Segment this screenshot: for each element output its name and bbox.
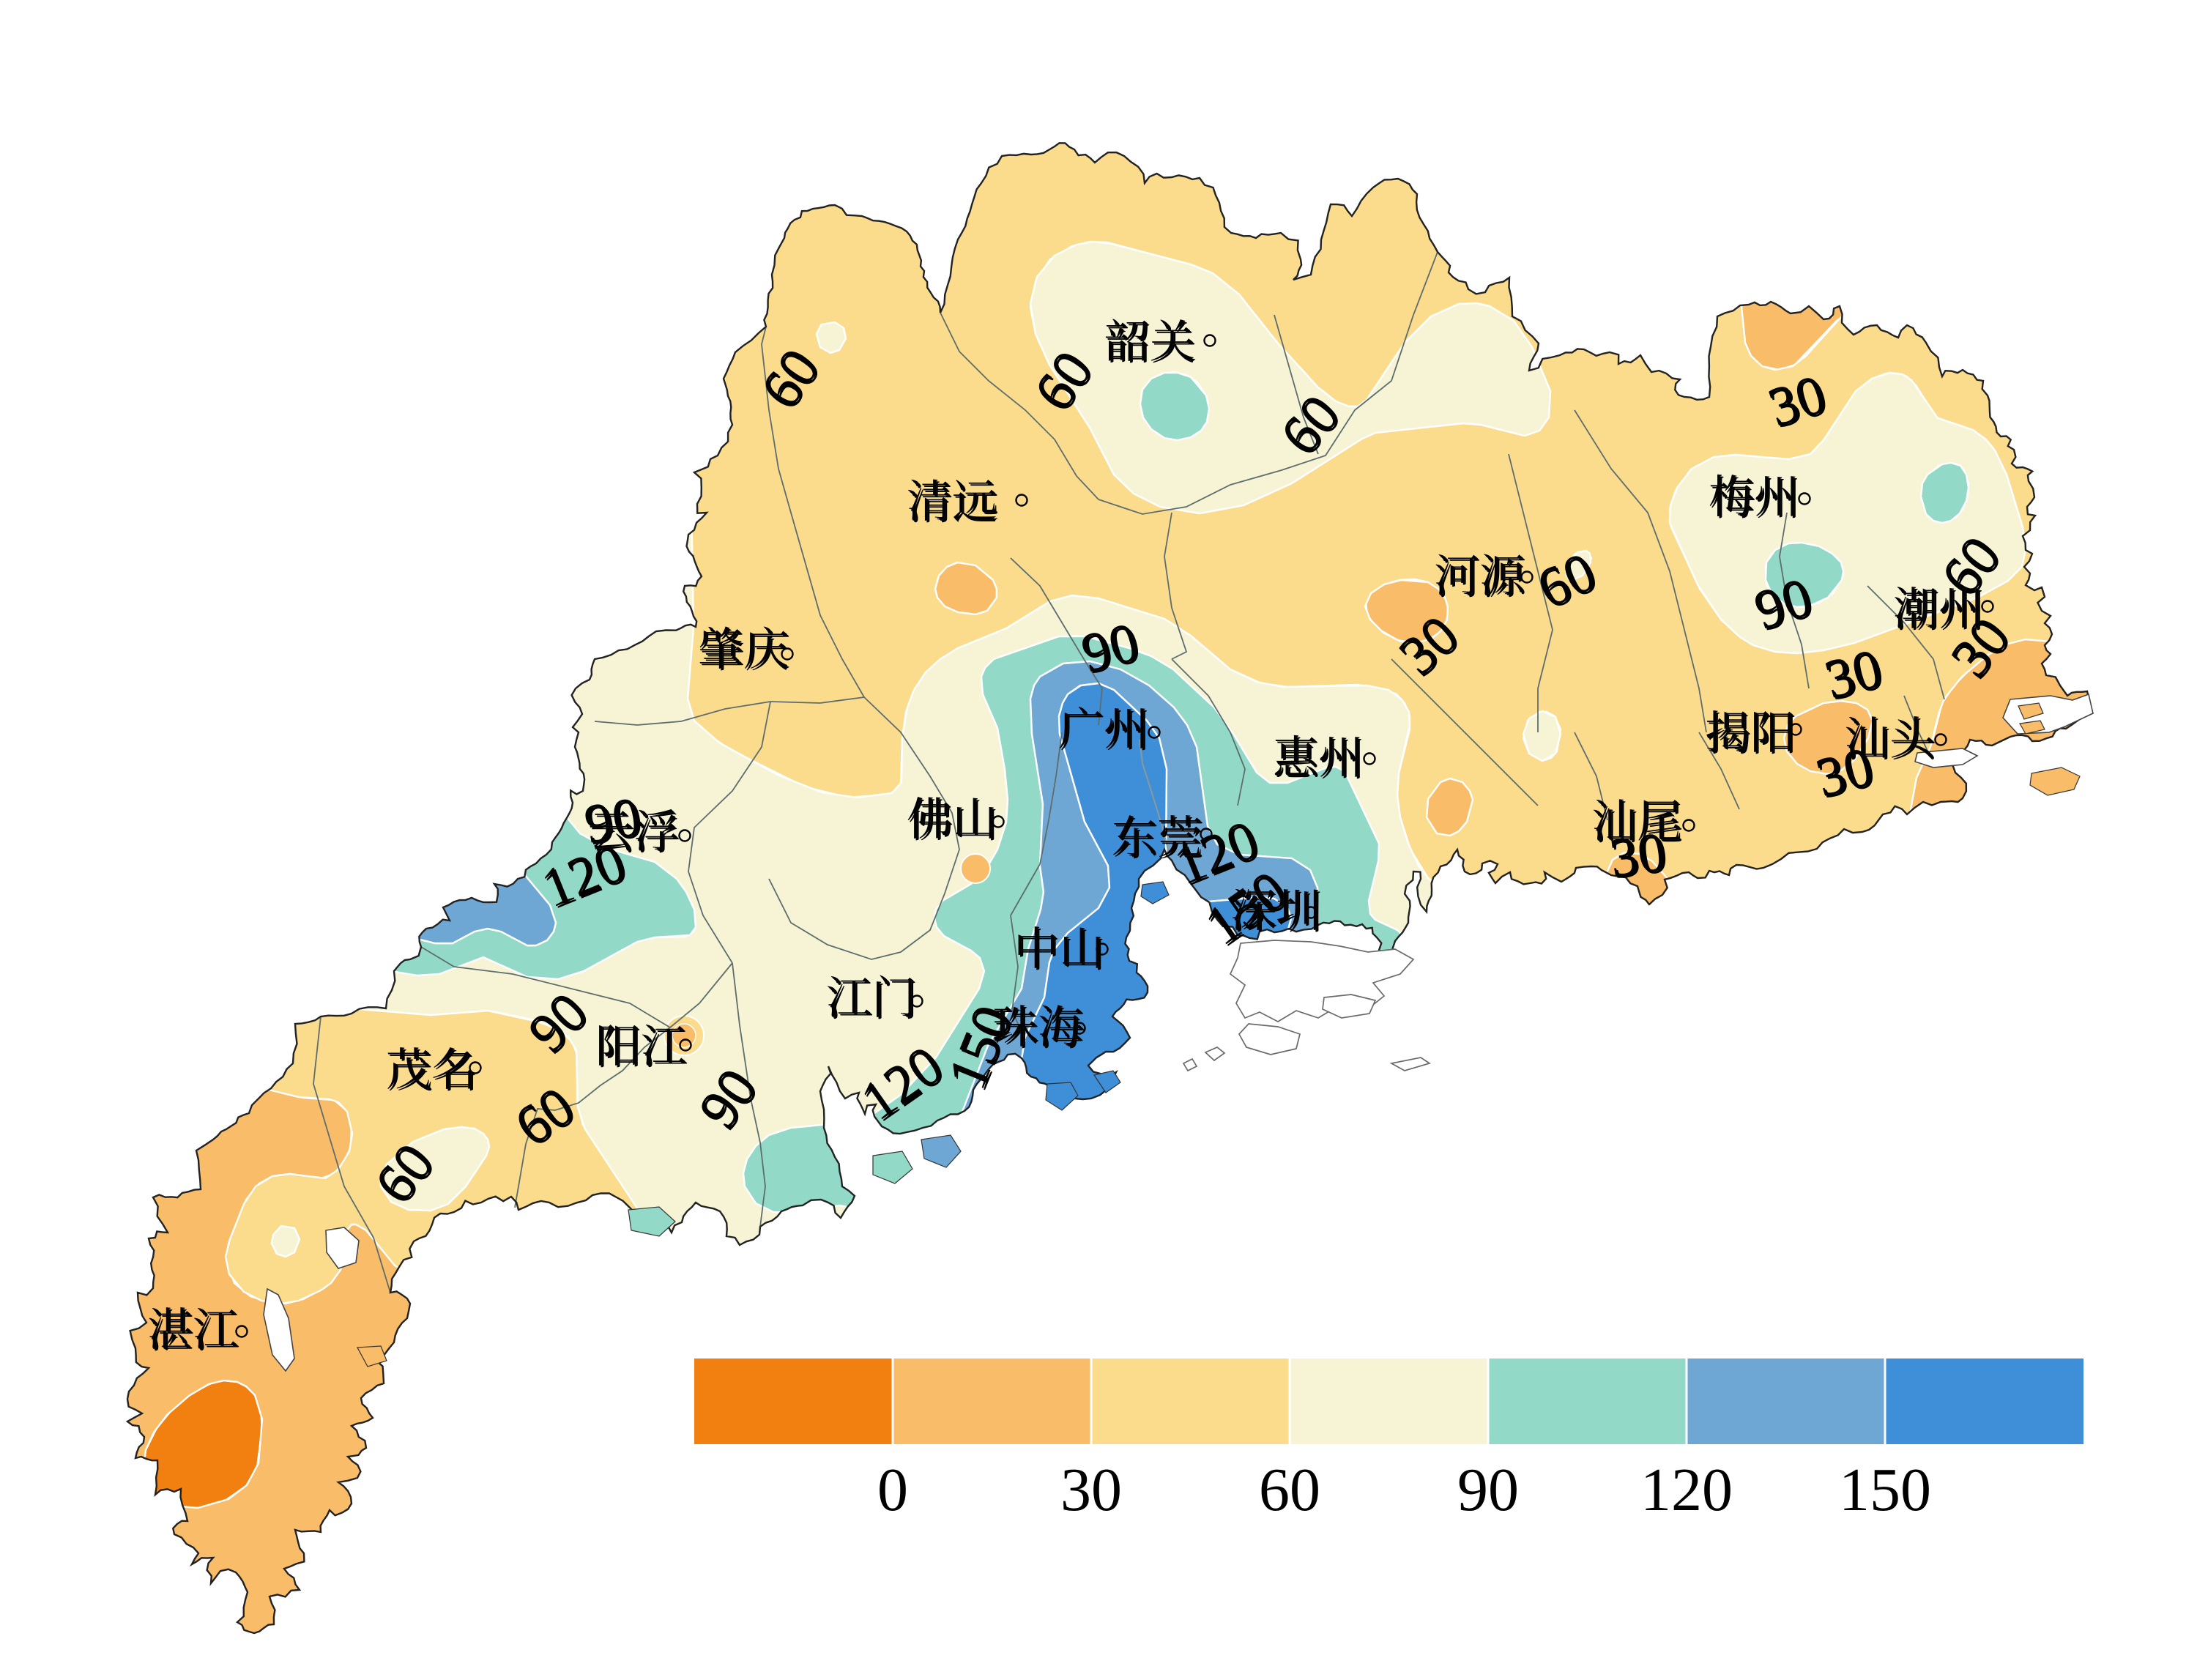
svg-text:120: 120 [1640, 1456, 1733, 1524]
svg-text:30: 30 [1060, 1456, 1122, 1524]
svg-text:90: 90 [580, 785, 645, 855]
svg-text:90: 90 [1457, 1456, 1519, 1524]
svg-text:0: 0 [877, 1456, 908, 1524]
svg-text:150: 150 [1839, 1456, 1931, 1524]
svg-text:60: 60 [1259, 1456, 1320, 1524]
